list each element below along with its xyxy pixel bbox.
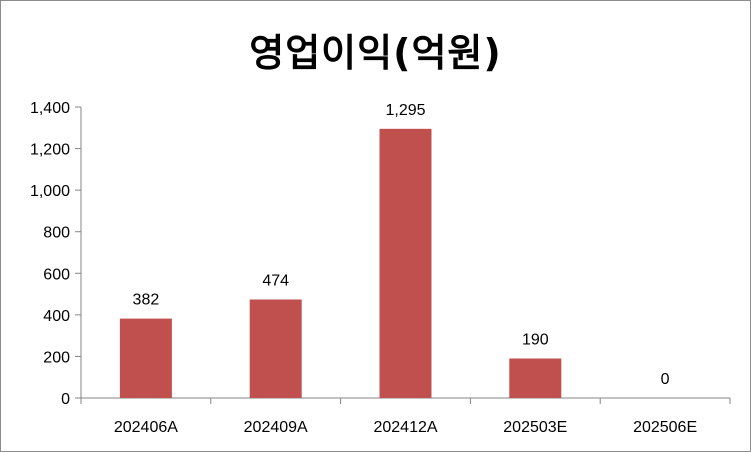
y-tick-label: 600: [43, 266, 70, 283]
bar: [249, 299, 302, 398]
y-tick-label: 400: [43, 308, 70, 325]
x-tick-label: 202406A: [114, 419, 178, 436]
y-tick-label: 200: [43, 349, 70, 366]
y-tick-label: 0: [61, 391, 70, 408]
chart-axes: 0 200 400 600 800 1,000 1,200 1,400: [30, 100, 731, 408]
y-tick-label: 800: [43, 225, 70, 242]
chart-labels: 382 202406A 474 202409A 1,295 202412A 190 20250…: [114, 102, 697, 436]
x-tick-label: 202503E: [503, 419, 567, 436]
data-label: 1,295: [385, 102, 425, 119]
x-tick-label: 202412A: [373, 419, 437, 436]
y-tick-label: 1,000: [30, 183, 70, 200]
x-tick-label: 202506E: [633, 419, 697, 436]
chart-title: 영업이익(억원): [249, 31, 502, 75]
y-tick-label: 1,200: [30, 142, 70, 159]
chart-bars: [119, 128, 562, 398]
bar: [509, 358, 562, 398]
data-label: 190: [522, 332, 549, 349]
data-label: 382: [133, 292, 160, 309]
data-label: 0: [661, 371, 670, 388]
bar: [379, 128, 432, 398]
x-tick-label: 202409A: [244, 419, 308, 436]
bar: [119, 318, 172, 398]
y-tick-label: 1,400: [30, 100, 70, 117]
data-label: 474: [262, 272, 289, 289]
